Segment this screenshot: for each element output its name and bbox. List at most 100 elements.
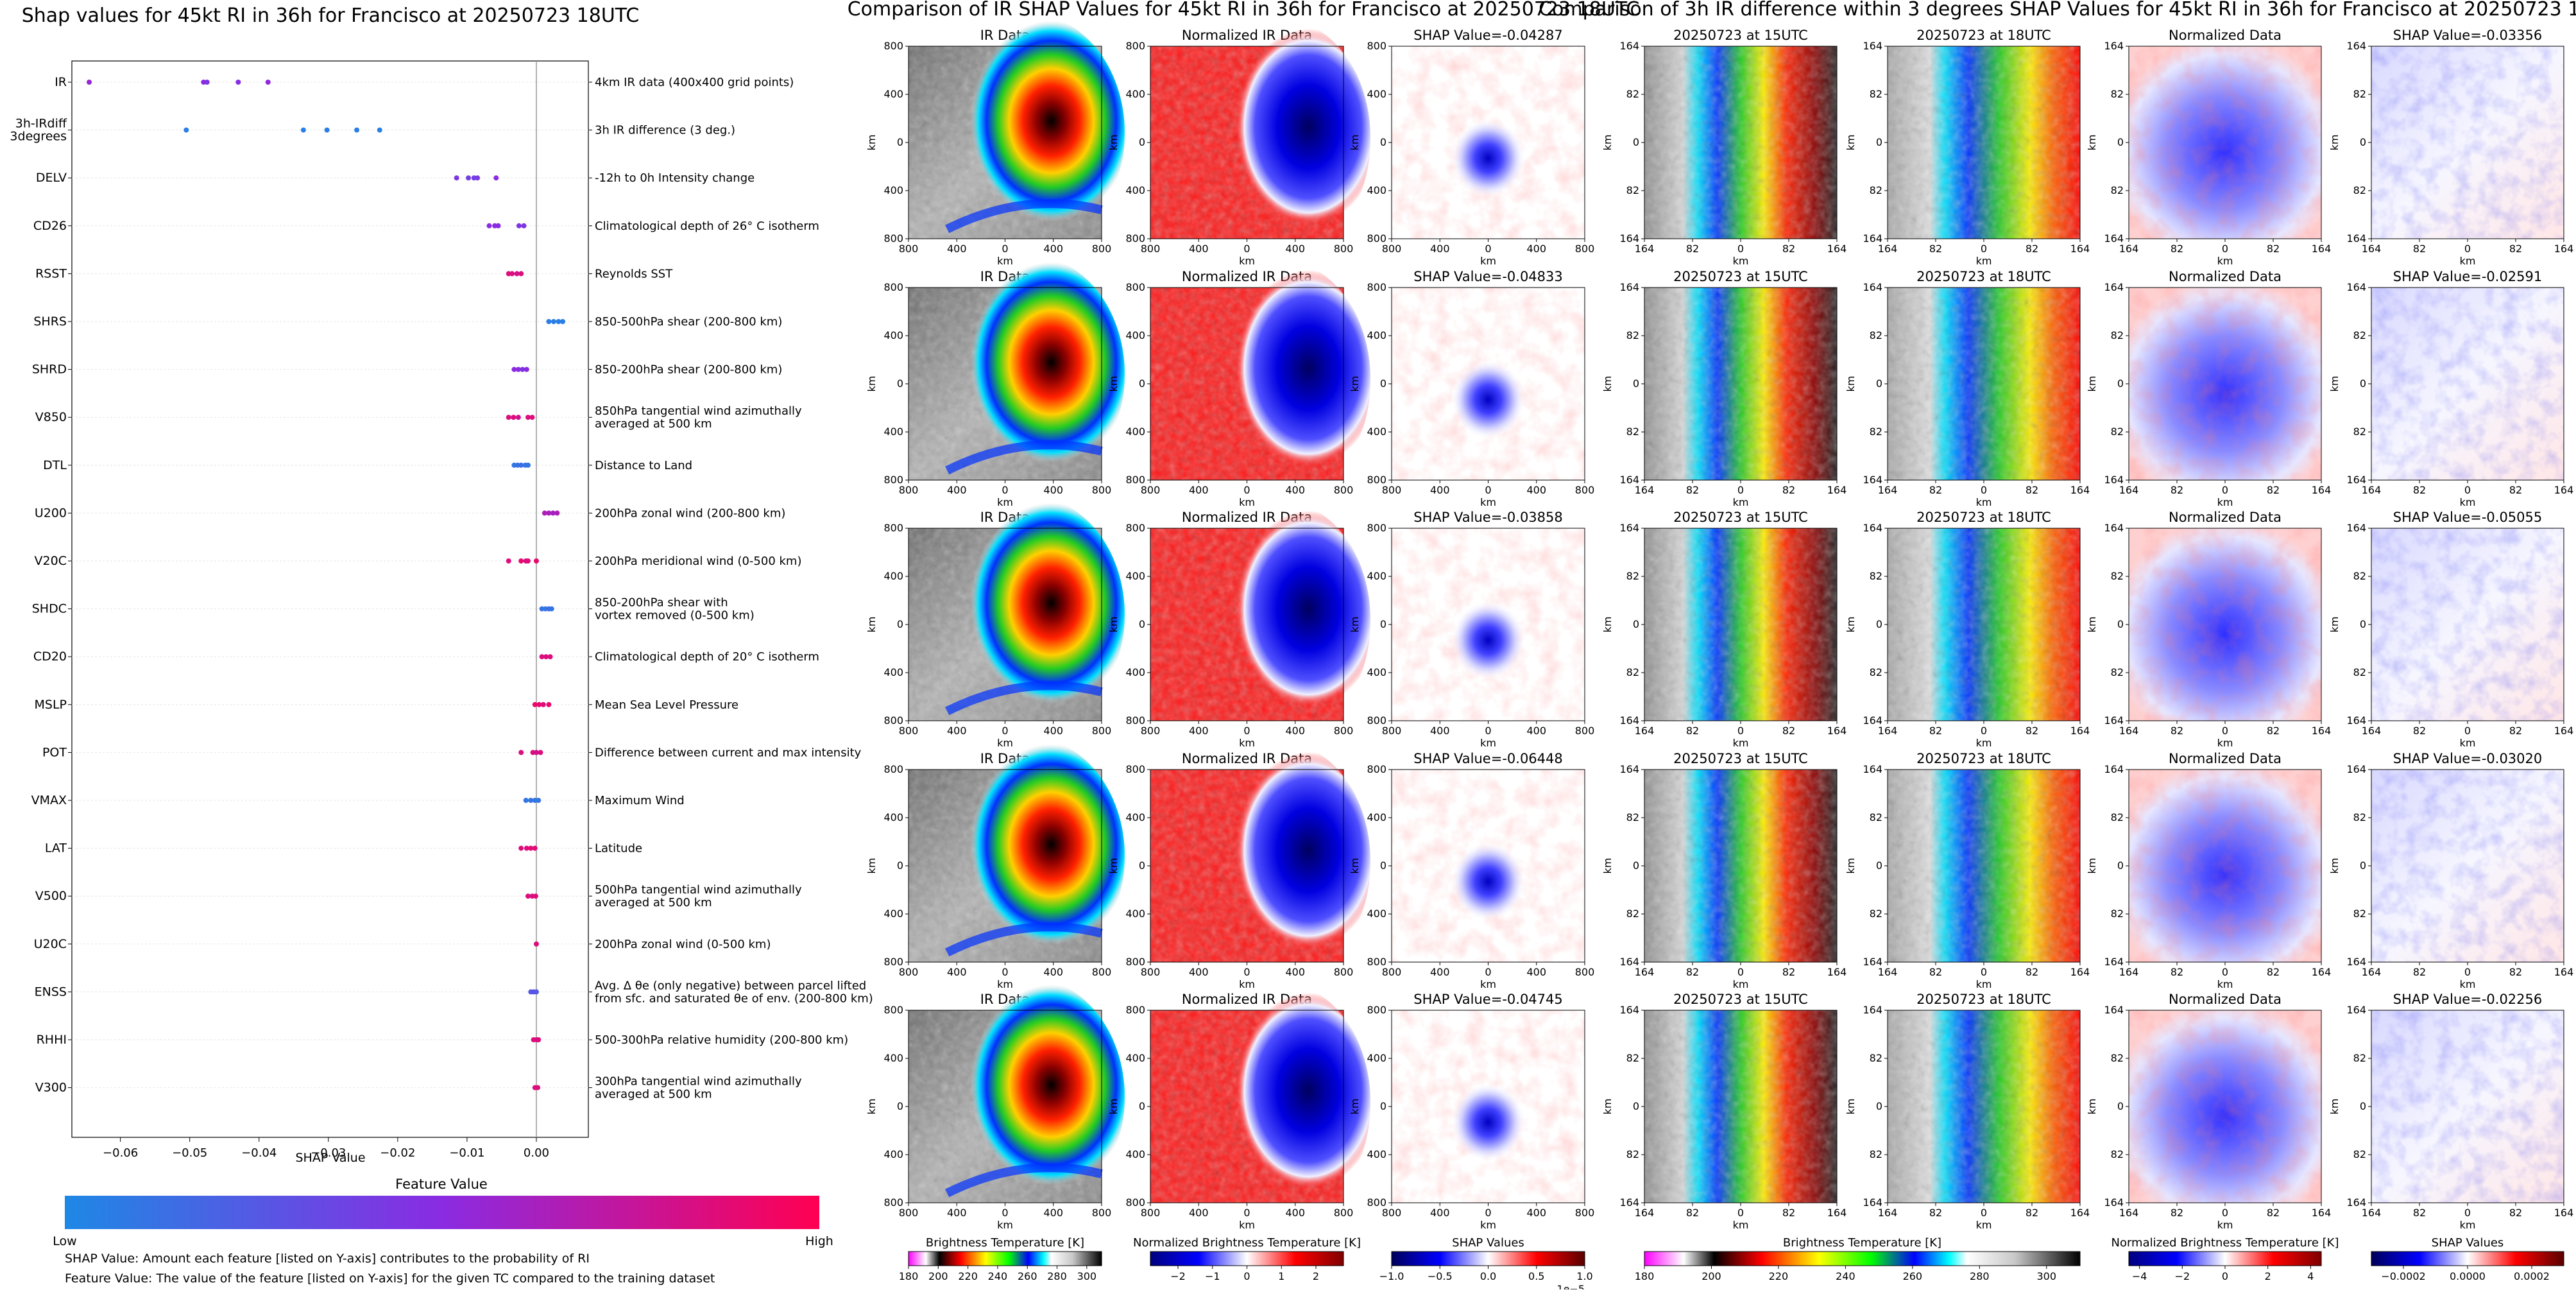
colorbar-tick-label: 0.0000 <box>2450 1270 2486 1282</box>
colorbar-title: Feature Value <box>395 1176 488 1192</box>
shap-point <box>536 702 542 707</box>
x-tick-label: 800 <box>1141 1207 1161 1219</box>
y-tick-label: 82 <box>1626 426 1639 438</box>
y-tick-label: 800 <box>1367 232 1386 245</box>
shap-point <box>535 1085 541 1090</box>
colorbar-label: Brightness Temperature [K] <box>1783 1236 1941 1250</box>
y-tick-label: 400 <box>883 1148 903 1160</box>
shap-point <box>528 845 534 851</box>
x-tick-label: 800 <box>1334 966 1354 978</box>
y-axis-label: km <box>1107 617 1120 633</box>
feature-label-line: MSLP <box>35 698 67 712</box>
y-axis-label: km <box>2328 858 2341 874</box>
y-tick-label: 164 <box>1619 714 1639 727</box>
irdiff-shap-texture <box>2371 770 2564 962</box>
feature-label-line: V500 <box>35 889 67 903</box>
y-tick-label: 82 <box>2353 426 2366 438</box>
y-axis-label: km <box>1845 858 1857 874</box>
x-axis-label: km <box>1480 496 1496 508</box>
y-tick-label: 82 <box>2353 329 2366 341</box>
x-tick-label: 800 <box>1092 966 1112 978</box>
colorbar-tick-label: 0.5 <box>1528 1270 1544 1282</box>
shap-point <box>550 510 556 516</box>
ir-15utc-texture <box>1644 1010 1837 1203</box>
colorbar <box>2128 1251 2322 1266</box>
y-axis-label: km <box>2086 135 2098 151</box>
x-tick-label: 164 <box>1635 484 1655 496</box>
colorbar-tick-label: 0 <box>1243 1270 1250 1282</box>
y-tick-label: 400 <box>883 908 903 920</box>
colorbar-tick-label: 1.0 <box>1576 1270 1592 1282</box>
shap-point <box>204 80 210 85</box>
y-tick-label: 164 <box>1863 956 1882 968</box>
y-axis-label: km <box>2328 376 2341 392</box>
panel-title: SHAP Value=-0.05055 <box>2393 510 2543 525</box>
shap-core <box>1430 814 1546 937</box>
shap-point <box>354 127 360 133</box>
panel-title: 20250723 at 15UTC <box>1673 510 1808 525</box>
shap-point <box>546 510 552 516</box>
y-axis-label: km <box>866 858 878 874</box>
panel-title: Normalized Data <box>2169 269 2282 284</box>
y-tick-label: 800 <box>883 232 903 245</box>
y-tick-label: 164 <box>1863 1196 1882 1209</box>
feature-description: 200hPa zonal wind (0-500 km) <box>595 938 771 951</box>
y-tick-label: 800 <box>883 1196 903 1209</box>
y-tick-label: 0 <box>1876 859 1882 872</box>
feature-label-line: SHRS <box>33 314 67 329</box>
x-tick-label: 0 <box>1981 243 1987 255</box>
x-tick-label: 82 <box>2509 243 2522 255</box>
x-tick-label: 82 <box>2267 243 2280 255</box>
shap-point <box>495 223 501 228</box>
y-axis-label: km <box>1349 1099 1361 1115</box>
shap-point <box>546 319 552 324</box>
y-tick-label: 164 <box>2346 763 2366 775</box>
y-tick-label: 164 <box>2104 474 2124 486</box>
y-tick-label: 0 <box>1139 377 1145 390</box>
x-tick-label: 400 <box>1526 966 1546 978</box>
shap-point <box>518 558 524 564</box>
y-tick-label: 164 <box>1619 763 1639 775</box>
y-tick-label: 400 <box>1125 666 1145 678</box>
y-tick-label: 82 <box>1870 426 1882 438</box>
x-tick-label: 400 <box>1285 966 1305 978</box>
shap-point <box>486 223 492 228</box>
shap-point <box>521 223 527 228</box>
x-tick-label: 0 <box>1002 484 1008 496</box>
x-tick-label: 0 <box>1737 1207 1744 1219</box>
colorbar <box>1150 1251 1344 1266</box>
feature-description-line: averaged at 500 km <box>595 1088 712 1101</box>
y-tick-label: 0 <box>1876 1100 1882 1112</box>
feature-description-line: 200hPa zonal wind (0-500 km) <box>595 938 771 951</box>
x-axis-label: km <box>1239 1219 1255 1231</box>
feature-description-line: Maximum Wind <box>595 794 685 807</box>
x-tick-label: 164 <box>2312 966 2332 978</box>
x-tick-label: 82 <box>2267 1207 2280 1219</box>
shap-beeswarm-chart: Shap values for 45kt RI in 36h for Franc… <box>10 4 873 1286</box>
y-tick-label: 800 <box>883 281 903 293</box>
irdiff-shap-texture <box>2371 1010 2564 1203</box>
colorbar-tick-label: 1 <box>1278 1270 1284 1282</box>
colorbar-tick-label: 2 <box>2265 1270 2271 1282</box>
x-axis-label: km <box>2217 737 2233 749</box>
ir-18utc-texture <box>1888 770 2080 962</box>
x-axis-label: km <box>1480 737 1496 749</box>
colorbar-tick-label: −0.5 <box>1428 1270 1453 1282</box>
y-tick-label: 164 <box>1619 40 1639 52</box>
colorbar-tick-label: 0.0002 <box>2514 1270 2550 1282</box>
normalized-diff-texture <box>2129 288 2321 480</box>
feature-description-line: 850-200hPa shear (200-800 km) <box>595 363 782 377</box>
y-tick-label: 82 <box>2353 811 2366 823</box>
feature-description-line: Climatological depth of 26° C isotherm <box>595 220 819 233</box>
section-title: Comparison of IR SHAP Values for 45kt RI… <box>848 0 1640 21</box>
y-tick-label: 0 <box>2117 859 2124 872</box>
feature-description-line: from sfc. and saturated θe of env. (200-… <box>595 992 873 1005</box>
feature-description: Avg. Δ θe (only negative) between parcel… <box>595 979 873 1005</box>
x-tick-label: 82 <box>2509 966 2522 978</box>
x-tick-label: 0 <box>1002 725 1008 737</box>
x-tick-label: 0 <box>2464 725 2471 737</box>
x-tick-label: 82 <box>2026 484 2038 496</box>
ir-data-panel: IR Data80040004008008004000400800kmkm <box>866 255 1125 508</box>
